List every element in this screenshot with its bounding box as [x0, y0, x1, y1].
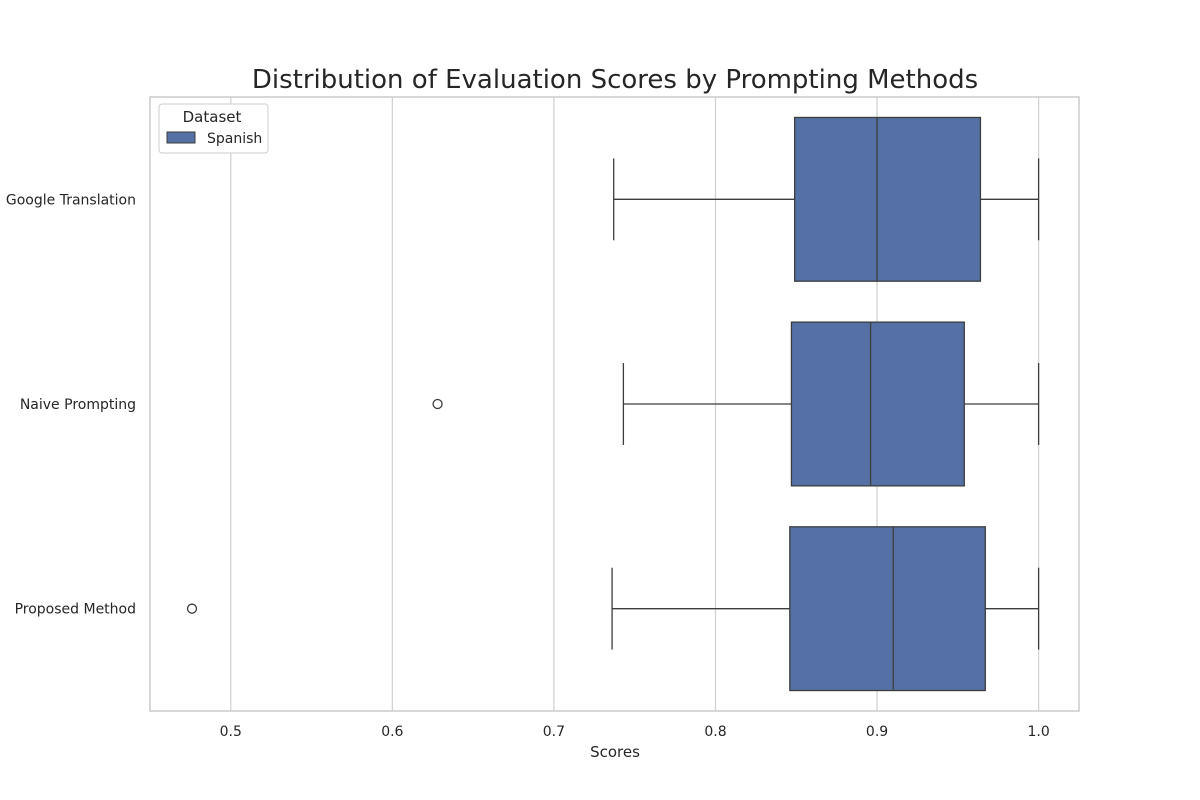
plot-frame: [149, 96, 1080, 712]
box: [789, 526, 986, 692]
x-tick-label: 0.6: [381, 724, 403, 740]
y-tick-label: Proposed Method: [15, 602, 136, 618]
y-tick-labels: Google Translation Naive Prompting Propose…: [6, 192, 136, 617]
box-group: [186, 526, 1040, 692]
x-axis-label: Scores: [590, 743, 640, 761]
box-group: [432, 321, 1040, 487]
outlier-point: [186, 603, 198, 614]
legend-label-spanish: Spanish: [207, 131, 262, 147]
y-tick-label: Naive Prompting: [20, 397, 136, 413]
outlier-point: [432, 398, 443, 410]
legend-swatch-spanish: [166, 131, 196, 144]
x-tick-label: 0.9: [866, 724, 888, 740]
x-tick-label: 1.0: [1027, 724, 1049, 740]
x-tick-labels: 0.5 0.6 0.7 0.8 0.9 1.0: [220, 724, 1050, 740]
x-tick-label: 0.5: [220, 724, 242, 740]
box: [790, 321, 965, 487]
chart-title: Distribution of Evaluation Scores by Pro…: [252, 65, 978, 95]
x-tick-label: 0.8: [704, 724, 726, 740]
y-tick-label: Google Translation: [6, 192, 136, 208]
x-tick-label: 0.7: [543, 724, 565, 740]
box: [793, 116, 982, 282]
boxes: [186, 116, 1040, 692]
legend: Dataset Spanish: [158, 103, 269, 154]
box-group: [613, 116, 1040, 282]
legend-title: Dataset: [183, 108, 242, 126]
